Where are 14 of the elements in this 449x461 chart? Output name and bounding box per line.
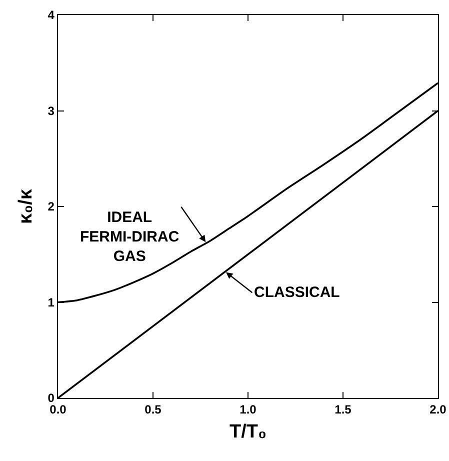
x-tick-label: 0.5 <box>144 402 162 417</box>
x-tick-label: 1.0 <box>240 402 257 417</box>
y-tick-label: 3 <box>48 104 55 118</box>
y-axis-title: κ₀/κ <box>16 188 37 224</box>
x-tick-label: 1.5 <box>334 402 352 417</box>
x-tick-label: 2.0 <box>430 402 447 417</box>
y-tick-label: 0 <box>48 391 55 406</box>
annotation: IDEAL FERMI-DIRAC GAS <box>80 209 180 265</box>
y-tick-label: 1 <box>48 295 55 310</box>
x-tick-label: 0.0 <box>50 402 67 417</box>
y-tick-label: 4 <box>48 8 55 22</box>
annotation: CLASSICAL <box>254 284 340 301</box>
y-tick-label: 2 <box>48 200 55 214</box>
x-axis-title: T/T₀ <box>229 421 267 442</box>
